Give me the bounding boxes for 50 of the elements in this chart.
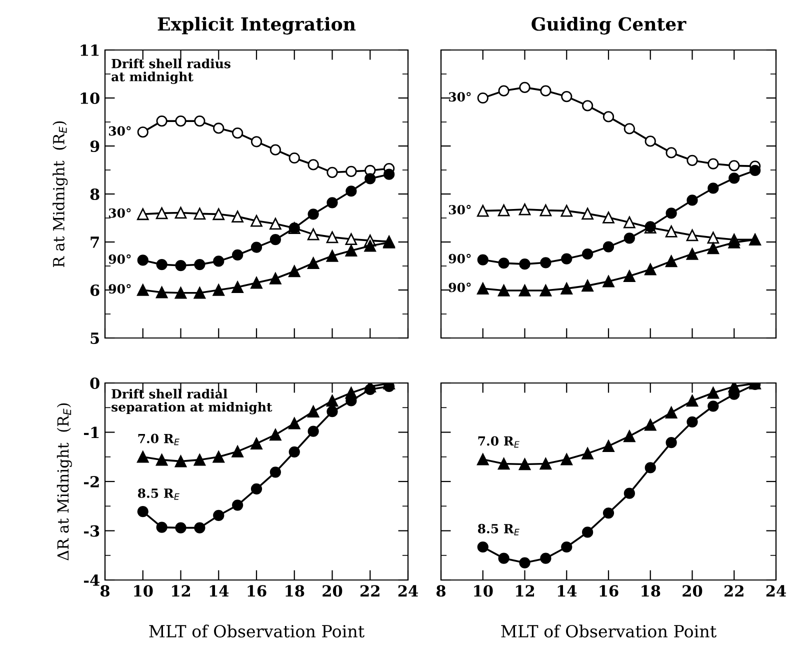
y-tick-label: 8	[90, 188, 100, 200]
x-tick-label: 10	[134, 585, 153, 597]
y-axis-title: ΔR at Midnight (R$_{E}$)	[56, 403, 72, 560]
x-tick-label: 8	[436, 585, 446, 597]
chart-title: Guiding Center	[532, 16, 686, 35]
x-tick-label: 20	[682, 585, 702, 597]
series-label: 30°	[448, 92, 471, 102]
series-label: 90°	[108, 254, 131, 264]
y-tick-label: 7	[90, 236, 99, 248]
series-label: 8.5 R$_{E}$	[478, 524, 520, 536]
annotation: Drift shell radius at midnight	[112, 58, 230, 84]
x-tick-label: 18	[642, 585, 660, 597]
y-tick-label: -1	[84, 426, 99, 438]
x-tick-label: 22	[724, 585, 744, 596]
y-tick-label: 10	[80, 92, 100, 104]
x-tick-label: 22	[360, 585, 380, 596]
series-label: 7.0 R$_{E}$	[138, 434, 180, 446]
x-tick-label: 14	[558, 585, 577, 596]
x-tick-label: 24	[766, 585, 786, 596]
series-label: 30°	[108, 208, 131, 218]
y-tick-label: -4	[84, 574, 100, 586]
x-tick-label: 10	[474, 585, 493, 597]
x-tick-label: 12	[172, 585, 190, 596]
x-axis-title: MLT of Observation Point	[501, 624, 716, 638]
annotation: Drift shell radial separation at midnight	[112, 388, 272, 414]
x-tick-label: 14	[210, 585, 229, 596]
y-tick-label: 0	[90, 377, 100, 390]
y-tick-label: 6	[90, 284, 100, 296]
series-label: 90°	[108, 284, 131, 294]
x-tick-label: 20	[322, 585, 342, 597]
chart-title: Explicit Integration	[158, 16, 356, 35]
y-tick-label: -3	[84, 525, 100, 537]
x-axis-title: MLT of Observation Point	[149, 624, 364, 638]
x-tick-label: 8	[100, 585, 110, 597]
y-tick-label: -2	[84, 476, 99, 488]
x-tick-label: 16	[248, 585, 266, 597]
x-tick-label: 12	[516, 585, 534, 596]
y-tick-label: 11	[80, 44, 99, 56]
series-label: 8.5 R$_{E}$	[138, 488, 180, 500]
x-tick-label: 24	[398, 585, 418, 596]
series-label: 30°	[108, 126, 131, 136]
series-label: 7.0 R$_{E}$	[478, 436, 520, 448]
y-tick-label: 5	[90, 332, 99, 344]
y-tick-label: 9	[90, 140, 100, 152]
y-axis-title: R at Midnight (R$_{E}$)	[52, 121, 68, 268]
x-tick-label: 16	[600, 585, 618, 597]
series-label: 30°	[448, 204, 471, 214]
x-tick-label: 18	[286, 585, 304, 597]
series-label: 90°	[448, 254, 471, 264]
series-label: 90°	[448, 282, 471, 292]
